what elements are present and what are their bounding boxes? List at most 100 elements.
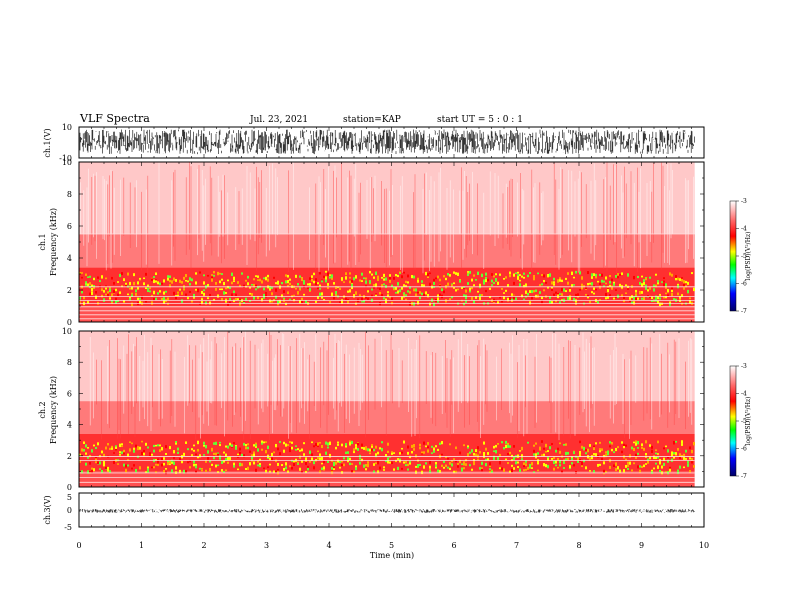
spectrogram-cell bbox=[301, 471, 303, 474]
spectrogram-cell bbox=[299, 275, 301, 278]
spectrogram-cell bbox=[257, 464, 259, 467]
spectrogram-cell bbox=[657, 456, 659, 459]
spectrogram-cell bbox=[433, 278, 435, 283]
spectrogram-cell bbox=[163, 300, 165, 304]
spectrogram-cell bbox=[373, 463, 375, 466]
spectrogram-cell bbox=[229, 456, 231, 460]
spectrogram-cell bbox=[573, 276, 575, 279]
spectrogram-cell bbox=[111, 276, 113, 280]
spectrogram-cell bbox=[111, 446, 113, 450]
spectrogram-cell bbox=[365, 446, 367, 450]
spectrogram-cell bbox=[123, 300, 125, 303]
spectrogram-cell bbox=[135, 444, 137, 448]
spectrogram-cell bbox=[525, 460, 527, 463]
spectrogram-cell bbox=[97, 461, 99, 465]
spectrogram-cell bbox=[581, 461, 583, 466]
spectrogram-cell bbox=[465, 297, 467, 300]
spectrogram-cell bbox=[357, 448, 359, 451]
spectrogram-cell bbox=[435, 464, 437, 467]
spectrogram-cell bbox=[419, 463, 421, 467]
spectrogram-cell bbox=[507, 297, 509, 302]
spectrogram-cell bbox=[507, 284, 509, 287]
spectrogram-cell bbox=[289, 448, 291, 453]
spectrogram-cell bbox=[81, 276, 83, 279]
spectrogram-cell bbox=[313, 461, 315, 465]
spectrogram-cell bbox=[497, 301, 499, 304]
spectrogram-cell bbox=[321, 280, 323, 283]
spectrogram-cell bbox=[447, 466, 449, 469]
spectrogram-cell bbox=[449, 298, 451, 301]
spectrogram-cell bbox=[479, 467, 481, 470]
spectrogram-cell bbox=[623, 469, 625, 473]
spectrogram-cell bbox=[105, 293, 107, 296]
spectrogram-cell bbox=[145, 442, 147, 446]
spectrogram-cell bbox=[113, 290, 115, 294]
spectrogram-cell bbox=[577, 460, 579, 463]
spectrogram-cell bbox=[581, 276, 583, 279]
spectrogram-cell bbox=[261, 280, 263, 284]
spectrogram-cell bbox=[649, 456, 651, 460]
spectrogram-cell bbox=[115, 288, 117, 292]
spectrogram-cell bbox=[289, 278, 291, 281]
spectrogram-cell bbox=[659, 302, 661, 307]
spectrogram-cell bbox=[359, 461, 361, 465]
spectrogram-cell bbox=[389, 456, 391, 458]
spectrogram-cell bbox=[445, 464, 447, 467]
spectrogram-cell bbox=[185, 441, 187, 444]
spectrogram-cell bbox=[647, 458, 649, 461]
spectrogram-cell bbox=[485, 462, 487, 466]
spectrogram-cell bbox=[527, 292, 529, 296]
spectrogram-cell bbox=[143, 282, 145, 286]
spectrogram-cell bbox=[341, 463, 343, 467]
spectrogram-cell bbox=[85, 452, 87, 455]
spectrogram-cell bbox=[417, 279, 419, 283]
spectrogram-cell bbox=[89, 282, 91, 285]
spectrogram-cell bbox=[105, 466, 107, 470]
spectrogram-cell bbox=[467, 445, 469, 448]
spectrogram-cell bbox=[427, 442, 429, 445]
spectrogram-cell bbox=[191, 300, 193, 303]
spectrogram-cell bbox=[121, 451, 123, 454]
spectrogram-cell bbox=[453, 470, 455, 474]
spectrogram-cell bbox=[321, 279, 323, 282]
spectrogram-cell bbox=[423, 451, 425, 454]
spectrogram-cell bbox=[307, 465, 309, 468]
spectrogram-cell bbox=[389, 296, 391, 299]
spectrogram-cell bbox=[445, 284, 447, 287]
ch2-spectrogram-image bbox=[78, 331, 695, 487]
spectrogram-cell bbox=[605, 297, 607, 300]
spectrogram-cell bbox=[599, 463, 601, 466]
spectrogram-cell bbox=[371, 288, 373, 291]
spectrogram-cell bbox=[371, 444, 373, 446]
spectrogram-cell bbox=[139, 300, 141, 304]
spectrogram-cell bbox=[231, 272, 233, 277]
spectrogram-cell bbox=[433, 281, 435, 285]
spectrogram-cell bbox=[505, 444, 507, 449]
spectrogram-cell bbox=[329, 454, 331, 457]
spectrogram-cell bbox=[393, 286, 395, 290]
ch2-ytick-label: 8 bbox=[67, 358, 72, 367]
spectrogram-cell bbox=[311, 457, 313, 461]
spectrogram-cell bbox=[497, 443, 499, 445]
spectrogram-cell bbox=[383, 466, 385, 469]
spectrogram-cell bbox=[243, 284, 245, 288]
spectrogram-cell bbox=[307, 283, 309, 286]
spectrogram-cell bbox=[243, 454, 245, 458]
spectrogram-cell bbox=[289, 282, 291, 286]
spectrogram-cell bbox=[143, 277, 145, 280]
spectrogram-cell bbox=[317, 442, 319, 446]
spectrogram-cell bbox=[377, 451, 379, 455]
spectrogram-cell bbox=[369, 452, 371, 455]
spectrogram-cell bbox=[595, 442, 597, 445]
spectrogram-cell bbox=[421, 451, 423, 454]
spectrogram-cell bbox=[199, 271, 201, 274]
spectrogram-cell bbox=[403, 440, 405, 444]
spectrogram-cell bbox=[85, 273, 87, 276]
spectrogram-cell bbox=[533, 290, 535, 293]
spectrogram-cell bbox=[455, 289, 457, 292]
spectrogram-cell bbox=[89, 292, 91, 296]
spectrogram-cell bbox=[513, 445, 515, 448]
spectrogram-cell bbox=[553, 293, 555, 297]
